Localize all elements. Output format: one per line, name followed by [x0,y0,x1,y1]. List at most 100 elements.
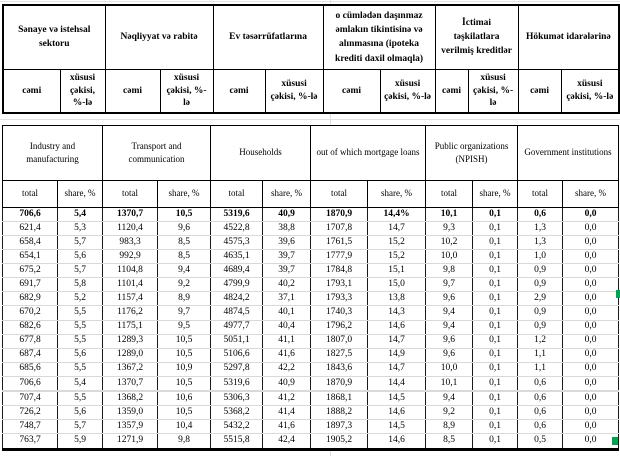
cell[interactable]: 9,4 [425,391,474,407]
az-group-industry[interactable]: Sənaye və istehsal sektoru [2,4,106,70]
cell[interactable]: 1843,6 [310,361,369,377]
cell[interactable]: 687,4 [2,347,58,363]
en-sub-share[interactable]: share, % [157,180,212,208]
cell[interactable]: 5306,3 [210,391,264,407]
cell[interactable]: 5,9 [56,433,104,450]
az-sub-share[interactable]: xüsusi çəkisi, %-lə [159,68,214,114]
cell[interactable]: 14,5 [367,419,427,435]
cell[interactable]: 40,2 [262,277,312,293]
en-group-npish[interactable]: Public organizations (NPISH) [425,125,519,181]
cell[interactable]: 9,5 [157,319,212,335]
cell[interactable]: 4824,2 [210,291,264,307]
en-sub-total[interactable]: total [210,180,264,208]
cell[interactable]: 983,3 [102,235,159,251]
cell[interactable]: 5,8 [56,277,104,293]
cell[interactable]: 38,8 [262,221,312,237]
cell[interactable]: 992,9 [102,249,159,265]
en-sub-share[interactable]: share, % [56,180,104,208]
cell[interactable]: 0,0 [562,277,620,293]
en-sub-total[interactable]: total [517,180,564,208]
cell[interactable]: 4799,9 [210,277,264,293]
cell[interactable]: 5297,8 [210,361,264,377]
en-sub-share[interactable]: share, % [262,180,312,208]
cell[interactable]: 1796,2 [310,319,369,335]
cell[interactable]: 0,1 [472,305,519,321]
cell[interactable]: 4874,5 [210,305,264,321]
cell[interactable]: 0,1 [472,419,519,435]
cell[interactable]: 677,8 [2,333,58,349]
cell[interactable]: 670,2 [2,305,58,321]
cell[interactable]: 706,6 [2,375,58,391]
az-group-households[interactable]: Ev təsərrüfatlarına [212,4,324,70]
cell[interactable]: 0,9 [517,319,564,335]
cell[interactable]: 5,5 [56,333,104,349]
cell[interactable]: 0,1 [472,319,519,335]
cell[interactable]: 0,5 [517,433,564,450]
cell[interactable]: 682,6 [2,319,58,335]
en-group-government[interactable]: Government institutions [517,125,620,181]
cell[interactable]: 0,6 [517,375,564,391]
cell[interactable]: 621,4 [2,221,58,237]
cell[interactable]: 0,0 [562,263,620,279]
cell[interactable]: 1,0 [517,249,564,265]
cell[interactable]: 706,6 [2,206,58,223]
cell[interactable]: 1,3 [517,235,564,251]
cell[interactable]: 675,2 [2,263,58,279]
cell[interactable]: 1175,1 [102,319,159,335]
selection-handle[interactable] [616,290,620,298]
cell[interactable]: 14,3 [367,305,427,321]
az-sub-total[interactable]: cəmi [212,68,266,114]
cell[interactable]: 5,5 [56,391,104,407]
cell[interactable]: 10,5 [157,206,212,223]
cell[interactable]: 10,9 [157,361,212,377]
cell[interactable]: 10,4 [157,419,212,435]
cell[interactable]: 1740,3 [310,305,369,321]
cell[interactable]: 10,2 [425,235,474,251]
cell[interactable]: 8,5 [425,433,474,450]
cell[interactable]: 5,6 [56,249,104,265]
cell[interactable]: 0,1 [472,433,519,450]
az-sub-share[interactable]: xüsusi çəkisi, %-lə [379,68,436,114]
az-group-npish[interactable]: İctimai təşkilatlara verilmiş kreditlər [434,4,519,70]
az-sub-share[interactable]: xüsusi çəkisi, %-lə [467,68,519,114]
cell[interactable]: 4977,7 [210,319,264,335]
cell[interactable]: 9,4 [425,319,474,335]
cell[interactable]: 10,6 [157,391,212,407]
cell[interactable]: 0,0 [562,206,620,223]
cell[interactable]: 15,1 [367,263,427,279]
cell[interactable]: 10,0 [425,249,474,265]
cell[interactable]: 9,7 [157,305,212,321]
cell[interactable]: 5,4 [56,206,104,223]
cell[interactable]: 0,1 [472,206,519,223]
cell[interactable]: 0,0 [562,333,620,349]
cell[interactable]: 39,7 [262,249,312,265]
cell[interactable] [562,389,620,393]
cell[interactable]: 10,1 [425,206,474,223]
cell[interactable]: 1897,3 [310,419,369,435]
cell[interactable]: 1807,0 [310,333,369,349]
cell[interactable]: 1888,2 [310,405,369,421]
cell[interactable]: 5,5 [56,361,104,377]
cell[interactable]: 37,1 [262,291,312,307]
cell[interactable]: 0,6 [517,391,564,407]
cell[interactable]: 5,4 [56,375,104,391]
cell[interactable]: 0,0 [562,405,620,421]
cell[interactable]: 5319,6 [210,375,264,391]
cell[interactable]: 748,7 [2,419,58,435]
cell[interactable]: 0,9 [517,305,564,321]
cell[interactable]: 14,4 [367,375,427,391]
cell[interactable]: 0,9 [517,263,564,279]
cell[interactable]: 0,1 [472,405,519,421]
cell[interactable]: 14,5 [367,391,427,407]
az-sub-share[interactable]: xüsusi çəkisi, %-lə [59,68,106,114]
cell[interactable]: 10,5 [157,405,212,421]
cell[interactable]: 1101,4 [102,277,159,293]
cell[interactable]: 15,2 [367,249,427,265]
cell[interactable]: 0,0 [562,221,620,237]
cell[interactable]: 5,7 [56,235,104,251]
cell[interactable]: 9,7 [425,277,474,293]
en-group-mortgage[interactable]: out of which mortgage loans [310,125,427,181]
cell[interactable]: 15,0 [367,277,427,293]
cell[interactable] [367,389,427,393]
cell[interactable]: 8,9 [157,291,212,307]
